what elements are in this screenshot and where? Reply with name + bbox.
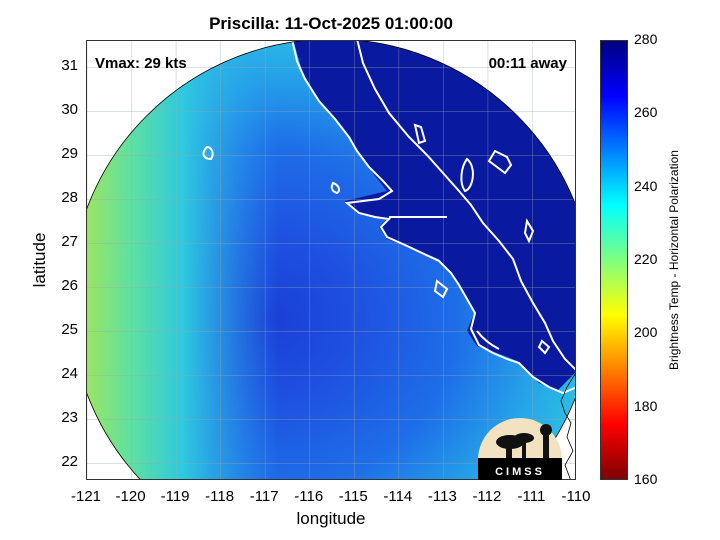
x-tick-label: -112 (472, 488, 502, 505)
coastline-outside-swath (560, 373, 575, 479)
y-tick-label: 29 (61, 145, 78, 163)
y-tick-label: 23 (61, 409, 78, 427)
x-axis-label: longitude (296, 509, 366, 528)
y-tick-label: 25 (61, 321, 78, 339)
grid-lines (87, 41, 575, 479)
cimss-logo: CIMSS (470, 410, 570, 502)
away-label: 00:11 away (488, 55, 567, 72)
x-tick-label: -111 (517, 488, 546, 505)
y-tick-label: 22 (61, 453, 78, 471)
map-svg (87, 41, 575, 479)
map-title: Priscilla: 11-Oct-2025 01:00:00 (209, 14, 453, 33)
x-tick-label: -113 (427, 488, 457, 505)
y-tick-label: 31 (61, 57, 78, 75)
y-tick-label: 30 (61, 101, 78, 119)
colorbar-tick-label: 280 (634, 31, 658, 47)
y-tick-label: 28 (61, 189, 78, 207)
map-plot-area[interactable]: Vmax: 29 kts 00:11 away (86, 40, 576, 480)
colorbar-tick-label: 260 (634, 104, 658, 121)
colorbar-tick-label: 220 (634, 251, 658, 267)
x-tick-label: -120 (115, 488, 146, 505)
vmax-label: Vmax: 29 kts (95, 55, 187, 72)
x-tick-label: -119 (160, 488, 190, 505)
y-axis-label: latitude (30, 232, 49, 288)
colorbar-tick-label: 180 (634, 397, 658, 414)
svg-text:CIMSS: CIMSS (495, 466, 545, 478)
colorbar (600, 40, 628, 480)
x-tick-label: -115 (338, 488, 368, 505)
x-tick-label: -114 (383, 488, 413, 505)
land-mass (292, 41, 575, 391)
x-tick-label: -110 (561, 488, 591, 505)
x-tick-label: -118 (205, 488, 235, 505)
colorbar-label: Brightness Temp - Horizontal Polarizatio… (667, 150, 681, 370)
y-tick-label: 27 (61, 233, 78, 251)
coastlines (202, 41, 575, 395)
colorbar-tick-label: 240 (634, 177, 658, 194)
y-tick-label: 26 (61, 277, 78, 295)
x-tick-label: -121 (70, 488, 102, 505)
colorbar-tick-label: 160 (634, 471, 658, 487)
x-tick-label: -117 (249, 488, 279, 505)
x-tick-label: -116 (294, 488, 324, 505)
y-tick-label: 24 (61, 365, 78, 383)
colorbar-tick-label: 200 (634, 324, 658, 341)
